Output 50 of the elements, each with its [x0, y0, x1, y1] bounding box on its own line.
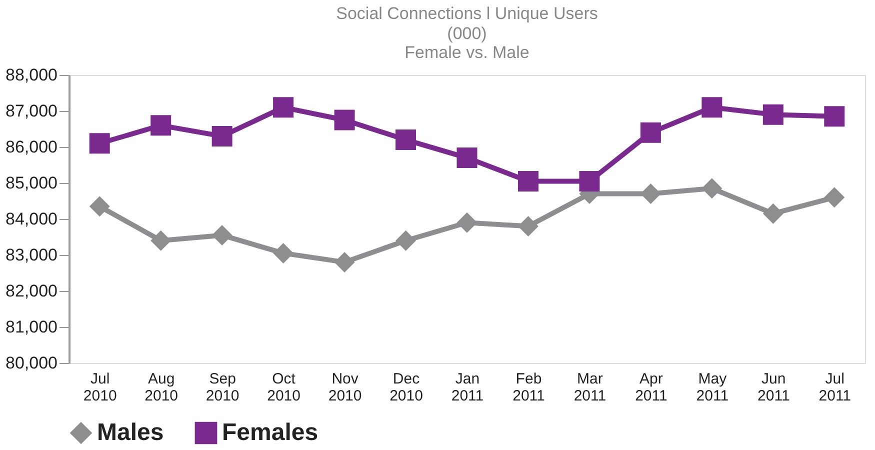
point: [89, 133, 110, 154]
x-tick-label: Jan 2011: [451, 370, 484, 404]
y-tick-label: 84,000: [6, 210, 58, 228]
y-tick-label: 82,000: [6, 282, 58, 300]
y-tick-label: 88,000: [6, 66, 58, 84]
point: [702, 178, 722, 199]
point: [456, 148, 478, 168]
point: [273, 97, 294, 118]
y-tick-label: 87,000: [6, 102, 58, 120]
point: [212, 126, 232, 146]
y-tick-label: 86,000: [6, 138, 58, 156]
x-tick-label: Jul 2011: [818, 370, 852, 404]
x-tick-label: Jul 2010: [83, 370, 117, 404]
point: [824, 106, 845, 127]
x-tick-label: Jun 2011: [758, 370, 790, 404]
point: [824, 187, 845, 208]
point: [396, 130, 416, 150]
point: [273, 242, 294, 264]
point: [702, 97, 722, 118]
point: [640, 122, 661, 143]
point: [150, 115, 172, 136]
x-tick-label: Dec 2010: [390, 370, 423, 404]
x-tick-label: Mar 2011: [574, 370, 606, 404]
point: [518, 170, 538, 192]
point: [762, 104, 784, 125]
point: [150, 230, 172, 251]
x-tick-label: Sep 2010: [206, 370, 240, 404]
point: [334, 110, 355, 130]
y-tick-label: 80,000: [6, 354, 58, 372]
chart-title: Social Connections l Unique Users: [336, 4, 598, 23]
y-tick-label: 83,000: [6, 246, 58, 264]
point: [518, 216, 538, 236]
point: [396, 230, 416, 251]
legend-label: Females: [222, 419, 318, 446]
x-tick-label: Nov 2010: [328, 370, 362, 404]
x-tick-label: May 2011: [696, 370, 729, 404]
chart-subtitle: (000) Female vs. Male: [404, 24, 530, 62]
point: [212, 224, 232, 246]
x-tick-label: Feb 2011: [512, 370, 545, 404]
point: [762, 203, 784, 224]
y-tick-label: 81,000: [6, 318, 58, 336]
point: [334, 252, 355, 272]
x-tick-label: Aug 2010: [144, 370, 178, 404]
point: [89, 196, 110, 217]
legend-label: Males: [97, 419, 164, 446]
y-tick-label: 85,000: [6, 174, 58, 192]
point: [456, 212, 478, 233]
x-tick-label: Apr 2011: [635, 370, 668, 404]
point: [579, 170, 600, 192]
x-tick-label: Oct 2010: [267, 370, 300, 404]
